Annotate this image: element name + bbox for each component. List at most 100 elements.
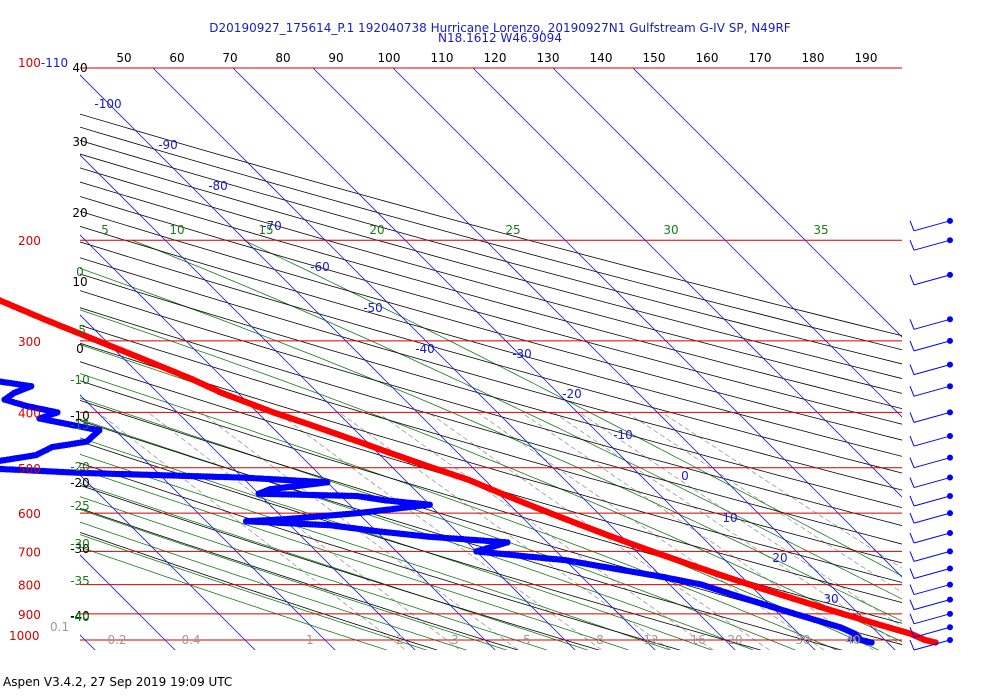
wind-barb-staff — [913, 568, 951, 580]
isotherm-label: 10 — [722, 511, 737, 525]
mixing-ratio-line — [276, 412, 603, 650]
top-scale-label: 180 — [802, 51, 825, 65]
mixing-ratio-line — [377, 412, 714, 650]
dry-adiabat-line — [80, 113, 902, 337]
wind-barb-staff — [913, 385, 951, 397]
wind-barb-flag — [909, 386, 915, 397]
moist-adiabat-line — [80, 546, 388, 650]
mixing-ratio-line — [521, 412, 874, 650]
wind-barb-flag — [909, 584, 915, 595]
wind-barb-staff — [913, 639, 951, 651]
top-scale-label: 160 — [696, 51, 719, 65]
dry-adiabat-line — [80, 531, 439, 650]
isotherm-line — [312, 68, 896, 650]
isotherm-line — [80, 634, 96, 650]
wind-barb-flag — [909, 551, 915, 562]
top-scale-label: 190 — [855, 51, 878, 65]
wind-barb-staff — [913, 411, 951, 423]
dry-adiabat-label: -20 — [70, 476, 90, 490]
isotherm-line — [80, 314, 416, 650]
pressure-label: 100-110 — [18, 56, 68, 70]
isotherm-label: -60 — [310, 260, 330, 274]
top-scale-label: 100 — [378, 51, 401, 65]
wind-barb-staff — [913, 364, 951, 376]
isotherm-line — [80, 154, 576, 650]
dry-adiabat-line — [80, 307, 902, 545]
isotherm-label: 30 — [823, 592, 838, 606]
wind-barb-flag — [909, 477, 915, 488]
moist-adiabat-label: -10 — [70, 373, 90, 387]
isotherm-label: -20 — [562, 387, 582, 401]
dewpoint-point — [868, 639, 875, 646]
isotherm-line — [552, 68, 902, 418]
dry-adiabat-line — [80, 126, 902, 351]
wind-barb-staff — [913, 457, 951, 469]
dry-adiabat-line — [80, 324, 902, 564]
dry-adiabat-line — [80, 462, 681, 650]
isotherm-label: -10 — [613, 428, 633, 442]
isotherm-line — [392, 68, 902, 578]
wind-barb-staff — [913, 340, 951, 352]
moist-adiabat-top-label: 30 — [663, 223, 678, 237]
mixing-ratio-label: 2 — [396, 633, 404, 647]
moist-adiabat-label: -35 — [70, 574, 90, 588]
isotherm-line — [232, 68, 816, 650]
top-scale-label: 130 — [537, 51, 560, 65]
dry-adiabat-label: -30 — [70, 542, 90, 556]
temperature-profile — [0, 297, 939, 646]
moist-adiabat-line — [80, 453, 672, 650]
moist-adiabat-line — [80, 309, 902, 643]
isotherm-label: 40 — [847, 632, 862, 646]
dry-adiabat-line — [80, 241, 902, 474]
mixing-ratio-label: 0.4 — [181, 633, 200, 647]
dry-adiabat-line — [80, 167, 902, 394]
wind-barb-staff — [913, 274, 951, 286]
top-scale-label: 120 — [484, 51, 507, 65]
dry-adiabat-line — [80, 507, 520, 650]
pressure-label: 200 — [18, 234, 41, 248]
dry-adiabat-line — [80, 484, 600, 650]
moist-adiabat-label: -40 — [70, 610, 90, 624]
top-scale-label: 60 — [169, 51, 184, 65]
pressure-label: 700 — [18, 545, 41, 559]
wind-barb-flag — [909, 364, 915, 375]
wind-barb-flag — [909, 435, 915, 447]
moist-adiabat-top-label: 25 — [505, 223, 520, 237]
moist-adiabats — [80, 239, 902, 650]
isotherm-label: -40 — [415, 342, 435, 356]
dry-adiabat-line — [80, 361, 902, 603]
mixing-ratio-label: 0.1 — [50, 620, 69, 634]
isotherm-line — [80, 474, 256, 650]
wind-barb-flag — [909, 220, 915, 232]
chart-subtitle: N18.1612 W46.9094 — [438, 31, 562, 45]
wind-barb-staff — [913, 495, 951, 507]
isotherm-label: -50 — [363, 301, 383, 315]
dry-adiabat-line — [80, 380, 902, 624]
wind-barb-flag — [909, 639, 915, 651]
isotherm-line — [80, 234, 496, 650]
mixing-ratio-label: 40 — [845, 633, 860, 647]
moist-adiabat-line — [80, 397, 797, 650]
footer-text: Aspen V3.4.2, 27 Sep 2019 19:09 UTC — [3, 675, 233, 689]
mixing-ratio-label: 30 — [795, 633, 810, 647]
wind-barb-staff — [913, 512, 951, 524]
wind-barb-staff — [913, 239, 951, 251]
mixing-ratio-label: 8 — [596, 633, 604, 647]
moist-adiabat-line — [80, 418, 755, 650]
mixing-ratio-label: 20 — [727, 633, 742, 647]
wind-barb-flag — [909, 532, 915, 544]
moist-adiabat-line — [243, 239, 902, 577]
dry-adiabats — [80, 113, 902, 650]
wind-barb-staff — [913, 599, 951, 611]
wind-barb-staff — [913, 584, 951, 596]
dry-adiabat-line — [80, 140, 902, 365]
wind-barb-staff — [913, 626, 951, 638]
wind-barb-flag — [909, 495, 915, 507]
dry-adiabat-label: 0 — [76, 342, 84, 356]
pressure-label: 300 — [18, 335, 41, 349]
dry-adiabat-line — [80, 153, 902, 379]
isotherm-line — [80, 394, 336, 650]
mixing-ratio-label: 3 — [451, 633, 459, 647]
isotherm-label: -90 — [158, 138, 178, 152]
isotherm-label: -70 — [262, 219, 282, 233]
